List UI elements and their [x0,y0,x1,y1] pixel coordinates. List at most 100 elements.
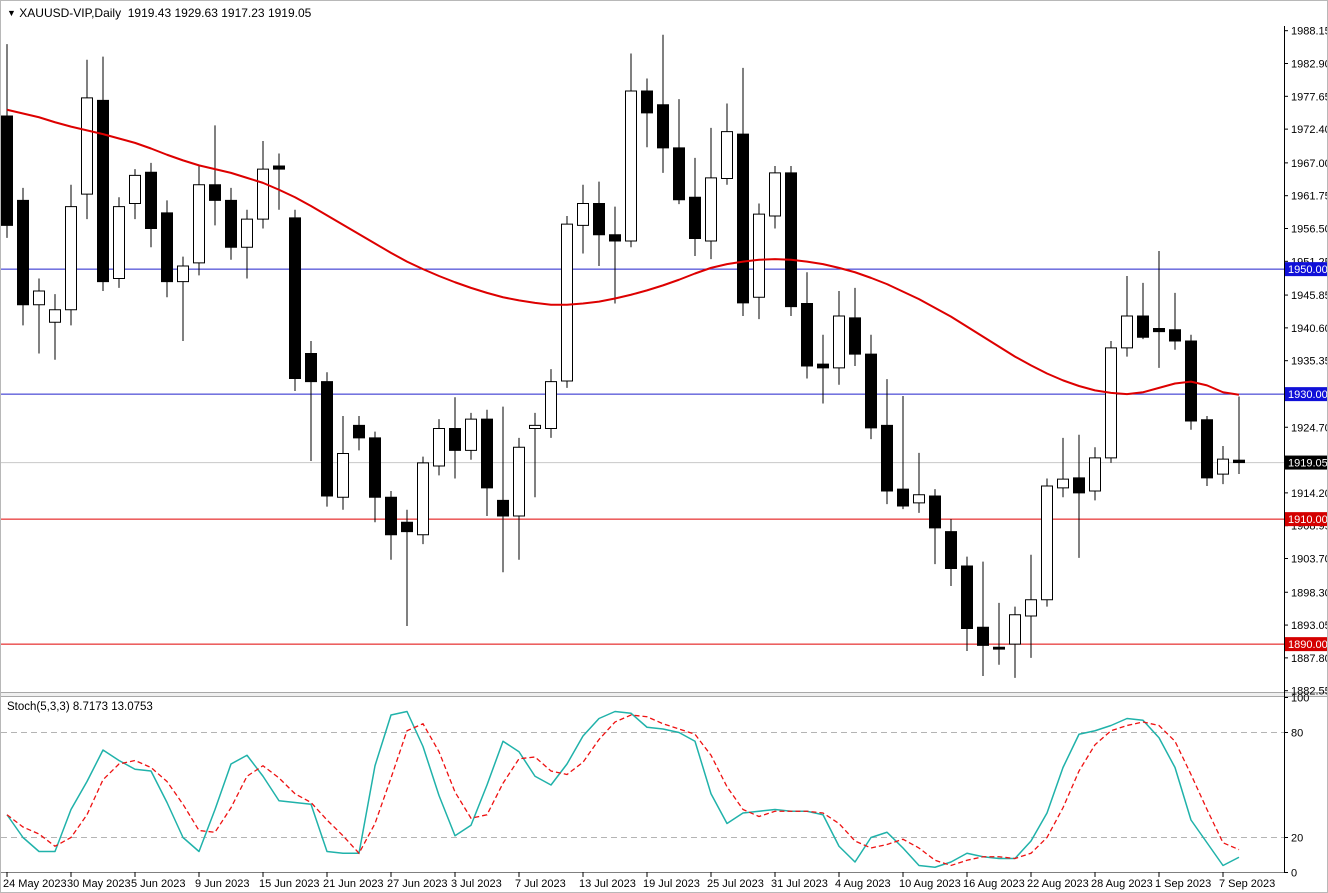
candle [353,424,365,439]
candle [113,206,125,279]
ohlc-high-value: 1929.63 [174,6,218,20]
candle [369,437,381,498]
candle [433,428,445,467]
panel-separator[interactable] [1,692,1328,697]
axis-price-box-1930.00 [1285,387,1327,402]
price-tick-label: 1988.15 [1291,26,1328,38]
date-tick-label: 7 Jul 2023 [515,878,566,890]
date-tick-label: 30 May 2023 [67,878,131,890]
price-tick-label: 1956.50 [1291,224,1328,236]
time-axis[interactable]: 24 May 2023 30 May 2023 5 Jun 2023 9 Jun 20… [3,872,1275,890]
price-tick-label: 1967.00 [1291,158,1328,170]
candle [529,424,541,429]
date-tick-label: 13 Jul 2023 [579,878,636,890]
candle [1121,315,1133,349]
candle [209,184,221,201]
candle [1057,478,1069,489]
date-tick-label: 1 Sep 2023 [1155,878,1211,890]
stoch-d-value: 13.0753 [111,701,153,713]
candle [321,381,333,497]
date-tick-label: 9 Jun 2023 [195,878,249,890]
candle [977,626,989,646]
candle [1041,485,1053,601]
svg-text:1930.00: 1930.00 [1288,389,1328,401]
price-tick-label: 1903.70 [1291,554,1328,566]
candle [609,234,621,242]
candle [545,381,557,429]
price-tick-label: 1893.05 [1291,620,1328,632]
candle [193,184,205,264]
date-tick-label: 21 Jun 2023 [323,878,384,890]
candle [241,218,253,248]
stoch-tick-label: 80 [1291,728,1303,740]
price-axis-boxes: 1950.00 1930.00 1910.00 1890.00 1919.05 [1285,262,1328,652]
candle [673,147,685,201]
candle [385,496,397,536]
candle [833,315,845,369]
candle [1105,347,1117,459]
candle [289,217,301,379]
candle [305,353,317,383]
ohlc-low-value: 1917.23 [221,6,265,20]
candle [33,290,45,306]
candle [49,309,61,323]
candle [657,104,669,149]
candle [81,97,93,195]
stoch-name: Stoch(5,3,3) [7,701,70,713]
candle [1169,329,1181,342]
candle [417,462,429,536]
symbol-timeframe-label: XAUUSD-VIP,Daily [19,6,122,20]
candle [865,353,877,429]
candle [577,203,589,226]
candle [465,418,477,451]
candle [993,646,1005,650]
candle [1137,315,1149,338]
candle [1153,328,1165,333]
candle [337,453,349,498]
stoch-axis[interactable]: 100 80 20 0 [1284,693,1309,880]
candle [801,303,813,367]
date-tick-label: 25 Jul 2023 [707,878,764,890]
svg-text:1910.00: 1910.00 [1288,514,1328,526]
candle [849,317,861,355]
date-tick-label: 28 Aug 2023 [1091,878,1153,890]
candle [1,115,13,226]
date-tick-label: 19 Jul 2023 [643,878,700,890]
candle [401,521,413,533]
chart-title: ▼ XAUUSD-VIP,Daily 1919.43 1929.63 1917.… [7,6,311,20]
date-tick-label: 31 Jul 2023 [771,878,828,890]
candle [65,206,77,311]
date-tick-label: 16 Aug 2023 [963,878,1025,890]
svg-text:1919.05: 1919.05 [1288,458,1328,470]
stoch-tick-label: 0 [1291,868,1297,880]
price-tick-label: 1961.75 [1291,191,1328,203]
price-axis[interactable]: 1988.15 1982.90 1977.65 1972.40 1967.00 1961.… [1284,26,1328,698]
candle [561,223,573,382]
candles-group [1,34,1245,678]
date-tick-label: 5 Jun 2023 [131,878,185,890]
candle [17,199,29,306]
date-tick-label: 10 Aug 2023 [899,878,961,890]
candle [273,165,285,170]
candle [513,446,525,517]
price-tick-label: 1940.60 [1291,323,1328,335]
stoch-level-lines [1,732,1284,838]
axis-price-box-1910.00 [1285,512,1327,527]
candle [1073,477,1085,494]
candle [945,531,957,569]
price-tick-label: 1935.35 [1291,356,1328,368]
horizontal-level-lines[interactable] [1,268,1284,645]
symbol-dropdown-icon[interactable]: ▼ [7,8,16,18]
stoch-tick-label: 100 [1291,693,1309,705]
candle [1217,458,1229,475]
candle [769,172,781,217]
candle [1233,459,1245,464]
candle [961,565,973,629]
price-tick-label: 1914.20 [1291,488,1328,500]
stochastic-indicator-label: Stoch(5,3,3) 8.7173 13.0753 [7,701,153,713]
svg-text:1950.00: 1950.00 [1288,264,1328,276]
date-tick-label: 3 Jul 2023 [451,878,502,890]
candle [145,171,157,229]
